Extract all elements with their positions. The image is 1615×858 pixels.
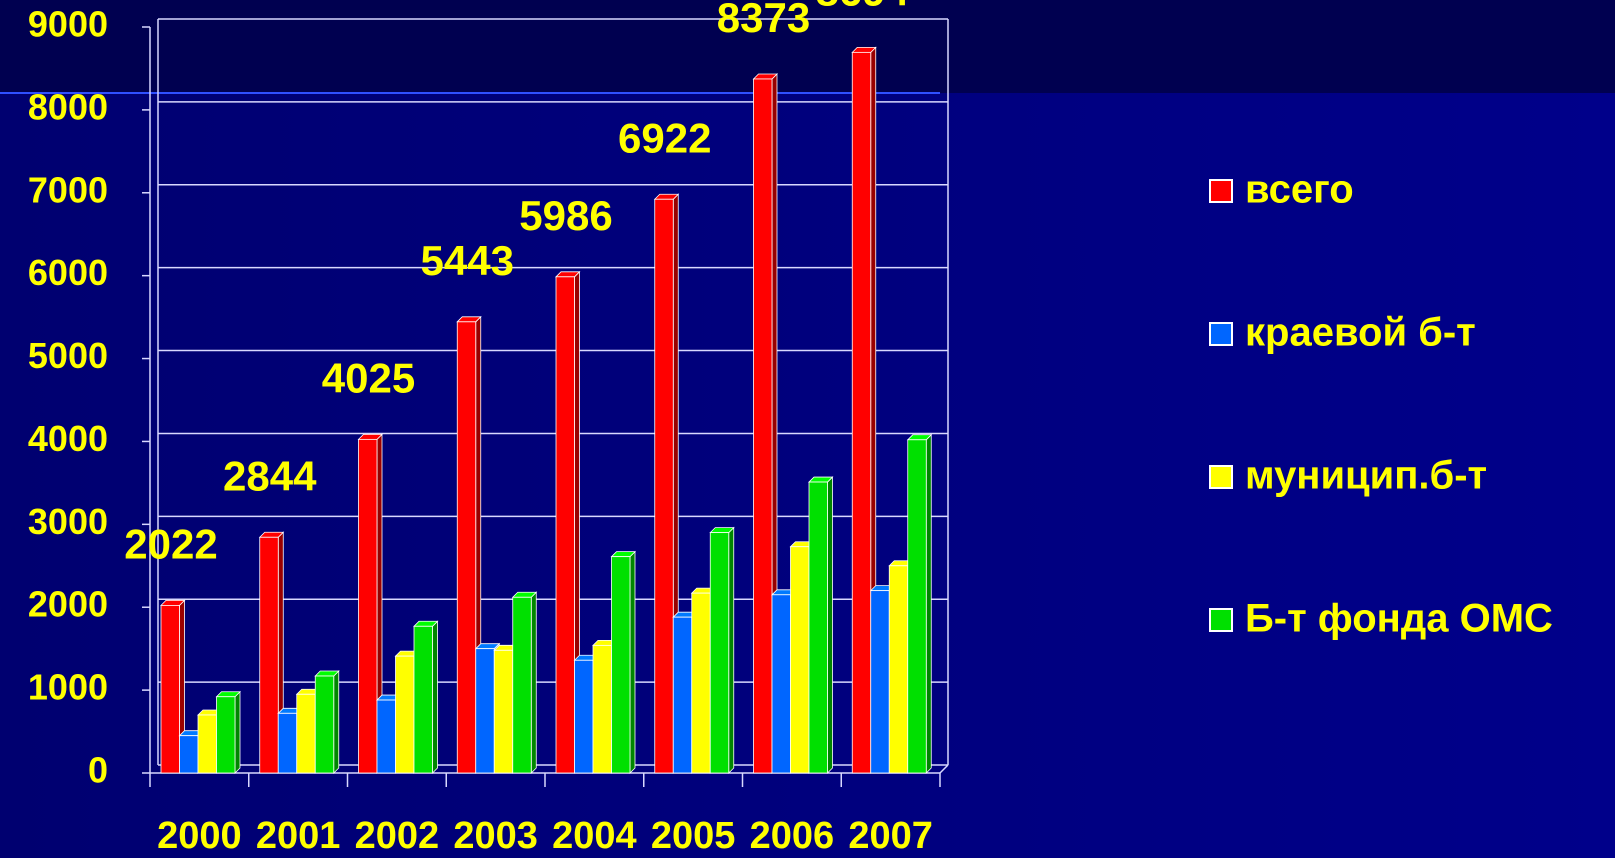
bar	[512, 596, 532, 774]
x-tick-label: 2005	[651, 815, 736, 857]
bar	[456, 321, 477, 774]
data-label: 8373	[717, 0, 810, 41]
bar-side	[925, 433, 932, 774]
bar-side	[728, 526, 735, 774]
bar	[771, 594, 791, 774]
legend-swatch	[1209, 179, 1233, 203]
legend-label: краевой б-т	[1245, 311, 1476, 355]
y-tick-label: 8000	[28, 86, 108, 127]
bar	[870, 590, 890, 774]
y-tick-label: 6000	[28, 252, 108, 293]
y-tick-label: 9000	[28, 4, 108, 45]
data-label: 2022	[124, 520, 217, 567]
bar	[691, 592, 711, 774]
bar	[790, 546, 810, 774]
floor-edge	[939, 764, 949, 774]
x-tick-label: 2006	[750, 815, 835, 857]
y-tick-label: 0	[88, 750, 108, 791]
x-tick-label: 2001	[256, 815, 341, 857]
y-tick-label: 3000	[28, 501, 108, 542]
x-tick-label: 2002	[355, 815, 440, 857]
y-tick-label: 5000	[28, 335, 108, 376]
bar	[888, 565, 909, 774]
bar-side	[432, 620, 438, 774]
legend-swatch	[1209, 322, 1233, 346]
data-label: 4025	[322, 354, 415, 401]
bar	[907, 439, 927, 774]
header-band	[0, 0, 1615, 93]
bar	[160, 604, 180, 774]
bar	[197, 714, 217, 774]
bar-side	[234, 690, 241, 774]
bar	[314, 675, 335, 774]
bar	[395, 655, 415, 774]
bar	[376, 699, 396, 774]
y-tick-label: 4000	[28, 418, 108, 459]
bar	[277, 712, 298, 774]
bar	[709, 532, 730, 774]
bar	[493, 649, 514, 774]
legend-label: всего	[1245, 168, 1354, 212]
data-label: 2844	[223, 452, 317, 499]
bar	[611, 556, 631, 774]
bar	[808, 481, 828, 774]
data-label: 5986	[519, 192, 612, 239]
data-label: 5443	[421, 237, 514, 284]
bar	[592, 644, 612, 774]
x-tick-label: 2003	[453, 815, 538, 857]
bar	[358, 438, 378, 774]
bar-side	[333, 670, 340, 774]
x-tick-label: 2000	[157, 815, 242, 857]
x-tick-label: 2004	[552, 815, 637, 857]
bar	[259, 536, 279, 774]
legend-label: Б-т фонда ОМС	[1245, 597, 1553, 641]
legend-swatch	[1209, 465, 1233, 489]
data-label: 6922	[618, 114, 711, 161]
bar	[851, 51, 872, 774]
y-tick-label: 7000	[28, 169, 108, 210]
bar	[555, 276, 575, 774]
legend-swatch	[1209, 608, 1233, 632]
bar	[753, 78, 773, 774]
bar	[475, 648, 495, 774]
data-label: 8694	[816, 0, 910, 14]
y-tick-label: 1000	[28, 667, 108, 708]
bar	[654, 198, 674, 774]
y-tick-label: 2000	[28, 584, 108, 625]
bar	[672, 616, 693, 774]
bar-side	[530, 591, 537, 774]
bar-side	[629, 550, 636, 774]
bar	[413, 625, 433, 774]
bar	[296, 693, 316, 774]
legend-label: муницип.б-т	[1245, 454, 1487, 498]
bar	[216, 696, 236, 774]
x-tick-label: 2007	[848, 815, 933, 857]
bar	[179, 735, 199, 774]
bar	[574, 659, 594, 774]
bar-side	[827, 476, 833, 774]
